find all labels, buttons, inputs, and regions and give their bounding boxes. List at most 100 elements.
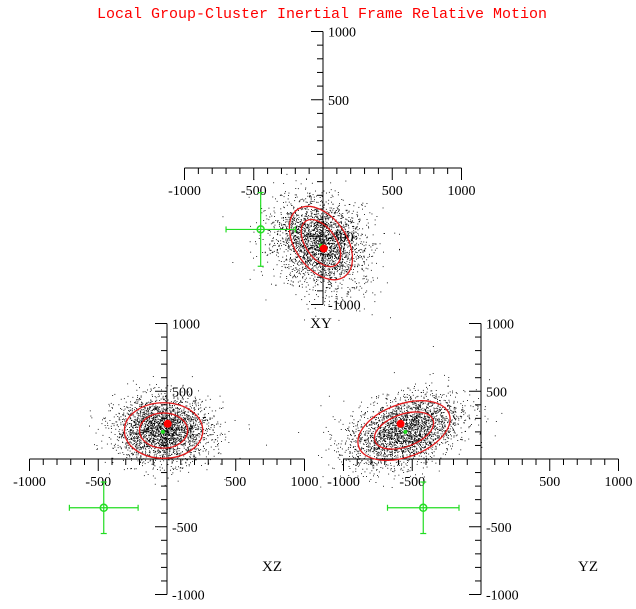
scatter-point (343, 226, 345, 228)
scatter-point (296, 225, 298, 227)
scatter-point (155, 418, 156, 420)
scatter-point (170, 442, 172, 444)
scatter-point (348, 266, 350, 268)
scatter-point (308, 224, 310, 226)
scatter-point (328, 223, 329, 224)
scatter-point (318, 242, 320, 244)
scatter-point (293, 249, 295, 251)
scatter-point (312, 236, 314, 238)
scatter-point (309, 195, 310, 197)
scatter-point (138, 421, 140, 423)
scatter-point (176, 469, 178, 470)
scatter-point (195, 419, 196, 421)
scatter-point (291, 244, 293, 245)
scatter-point (149, 421, 151, 422)
scatter-point (138, 443, 140, 445)
scatter-point (349, 288, 351, 290)
scatter-point (312, 238, 314, 240)
scatter-point (201, 401, 203, 403)
scatter-point (334, 271, 335, 273)
scatter-point (356, 211, 358, 213)
scatter-point (293, 235, 295, 237)
scatter-point (314, 276, 316, 278)
scatter-point (178, 418, 180, 420)
scatter-point (315, 238, 317, 240)
scatter-point (315, 242, 317, 244)
scatter-point (196, 417, 198, 419)
scatter-point (283, 196, 285, 198)
scatter-point (320, 271, 321, 273)
scatter-point (179, 440, 180, 442)
scatter-point (191, 445, 193, 447)
scatter-point (142, 422, 143, 424)
scatter-point (298, 201, 300, 203)
scatter-point (312, 237, 314, 239)
scatter-point (347, 255, 349, 257)
scatter-point (311, 203, 313, 204)
scatter-point (314, 260, 315, 262)
scatter-point (107, 425, 109, 426)
scatter-point (182, 411, 184, 413)
scatter-point (148, 436, 150, 438)
scatter-point (136, 413, 138, 415)
scatter-point (179, 467, 181, 469)
panel-label: XY (310, 316, 332, 332)
scatter-point (174, 424, 176, 426)
scatter-point (113, 416, 115, 418)
scatter-point (199, 423, 201, 425)
scatter-point (298, 238, 299, 240)
scatter-point (306, 211, 308, 212)
scatter-point (340, 235, 342, 237)
scatter-point (290, 253, 292, 255)
scatter-point (372, 245, 374, 246)
scatter-point (318, 258, 319, 259)
scatter-point (187, 424, 189, 425)
scatter-point (271, 283, 272, 285)
scatter-point (326, 211, 328, 213)
scatter-point (336, 236, 338, 238)
scatter-point (358, 256, 359, 257)
scatter-point (296, 219, 297, 221)
scatter-point (346, 253, 348, 255)
scatter-point (307, 235, 309, 237)
scatter-point (153, 440, 155, 442)
scatter-point (145, 416, 147, 418)
scatter-point (360, 241, 362, 243)
scatter-point (112, 448, 114, 449)
scatter-point (290, 224, 292, 226)
scatter-point (356, 254, 358, 256)
scatter-point (316, 224, 318, 225)
scatter-point (309, 222, 311, 224)
scatter-point (342, 216, 344, 218)
scatter-point (159, 425, 161, 427)
scatter-point (187, 417, 189, 419)
scatter-point (288, 268, 290, 270)
scatter-point (348, 267, 350, 269)
scatter-point (326, 243, 328, 245)
scatter-point (188, 432, 190, 434)
scatter-point (144, 430, 145, 432)
scatter-point (318, 225, 320, 227)
scatter-point (169, 427, 170, 429)
scatter-point (178, 453, 180, 455)
scatter-point (173, 400, 175, 402)
scatter-point (341, 199, 343, 200)
scatter-point (318, 243, 320, 245)
scatter-point (160, 446, 162, 448)
scatter-point (207, 419, 208, 421)
scatter-point (333, 274, 335, 276)
scatter-point (143, 432, 144, 434)
scatter-point (176, 413, 178, 414)
scatter-point (105, 427, 107, 429)
scatter-point (161, 464, 162, 466)
scatter-point (330, 248, 332, 250)
scatter-point (315, 258, 317, 260)
scatter-point (312, 242, 314, 244)
scatter-point (342, 199, 344, 201)
scatter-point (222, 407, 224, 409)
scatter-point (181, 420, 183, 422)
scatter-point (175, 418, 177, 420)
scatter-point (181, 422, 183, 424)
scatter-point (338, 226, 340, 228)
scatter-point (141, 418, 143, 420)
